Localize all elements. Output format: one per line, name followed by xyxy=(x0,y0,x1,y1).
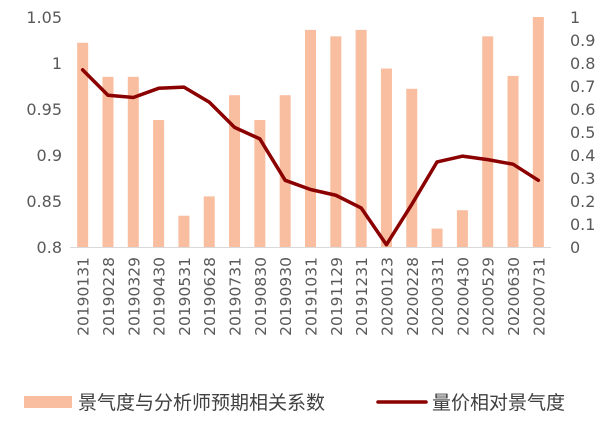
bar xyxy=(203,196,215,247)
bar xyxy=(507,75,519,247)
bar xyxy=(406,88,418,247)
x-tick-label: 20190930 xyxy=(277,257,295,336)
bar xyxy=(482,36,494,247)
right-tick-label: 0.9 xyxy=(570,31,595,50)
x-tick-label: 20200331 xyxy=(429,257,447,336)
left-tick-label: 0.8 xyxy=(37,238,62,257)
bar-series xyxy=(77,17,544,248)
bar xyxy=(380,68,392,248)
x-tick-label: 20190430 xyxy=(151,257,169,336)
left-tick-label: 1 xyxy=(52,54,62,73)
right-tick-label: 0.6 xyxy=(570,100,595,119)
x-tick-label: 20190628 xyxy=(201,257,219,336)
right-tick-label: 1 xyxy=(570,8,580,27)
x-tick-label: 20190531 xyxy=(176,257,194,336)
right-tick-label: 0.5 xyxy=(570,123,595,142)
legend-line-label: 量价相对景气度 xyxy=(432,392,565,414)
x-tick-label: 20190131 xyxy=(75,257,93,336)
right-tick-label: 0 xyxy=(570,238,580,257)
legend-bar-label: 景气度与分析师预期相关系数 xyxy=(78,392,325,414)
line-path xyxy=(80,68,541,247)
bar xyxy=(127,76,139,247)
x-axis: 20190131 20190228 20190329 20190430 20190531… xyxy=(70,247,551,336)
legend-bar-swatch xyxy=(24,396,72,408)
x-tick-label: 20191031 xyxy=(303,257,321,336)
left-y-axis: 0.8 0.85 0.9 0.95 1 1.05 xyxy=(26,8,62,257)
bar xyxy=(254,120,266,247)
right-tick-label: 0.8 xyxy=(570,54,595,73)
x-tick-label: 20190228 xyxy=(100,257,118,336)
right-tick-label: 0.3 xyxy=(570,169,595,188)
bar xyxy=(355,29,367,247)
bar xyxy=(305,29,316,247)
left-tick-label: 0.95 xyxy=(26,100,62,119)
x-tick-label: 20200529 xyxy=(480,257,498,336)
bar xyxy=(279,95,291,247)
legend: 景气度与分析师预期相关系数 量价相对景气度 xyxy=(24,392,565,414)
line-series xyxy=(80,68,541,247)
left-tick-label: 1.05 xyxy=(26,8,62,27)
right-tick-label: 0.7 xyxy=(570,77,595,96)
left-tick-label: 0.85 xyxy=(26,192,62,211)
x-tick-label: 20200630 xyxy=(505,257,523,336)
right-tick-label: 0.1 xyxy=(570,215,595,234)
left-tick-label: 0.9 xyxy=(37,146,62,165)
bar xyxy=(532,17,544,247)
x-tick-label: 20190731 xyxy=(227,257,245,336)
bar xyxy=(229,95,241,247)
bar xyxy=(456,210,468,247)
x-tick-label: 20200430 xyxy=(454,257,472,336)
x-tick-label: 20200123 xyxy=(378,257,396,336)
right-tick-label: 0.4 xyxy=(570,146,595,165)
x-tick-label: 20191231 xyxy=(353,257,371,336)
bar xyxy=(330,36,342,247)
x-tick-label: 20191129 xyxy=(328,257,346,336)
right-tick-label: 0.2 xyxy=(570,192,595,211)
right-y-axis: 0 0.1 0.2 0.3 0.4 0.5 0.6 0.7 0.8 0.9 1 xyxy=(570,8,595,257)
x-tick-label: 20190830 xyxy=(252,257,270,336)
x-tick-label: 20200731 xyxy=(530,257,548,336)
x-tick-label: 20190329 xyxy=(125,257,143,336)
bar xyxy=(77,42,89,248)
bar xyxy=(178,215,190,247)
bar xyxy=(431,228,443,247)
x-tick-label: 20200228 xyxy=(404,257,422,336)
bar xyxy=(153,120,165,247)
bar xyxy=(102,76,114,247)
